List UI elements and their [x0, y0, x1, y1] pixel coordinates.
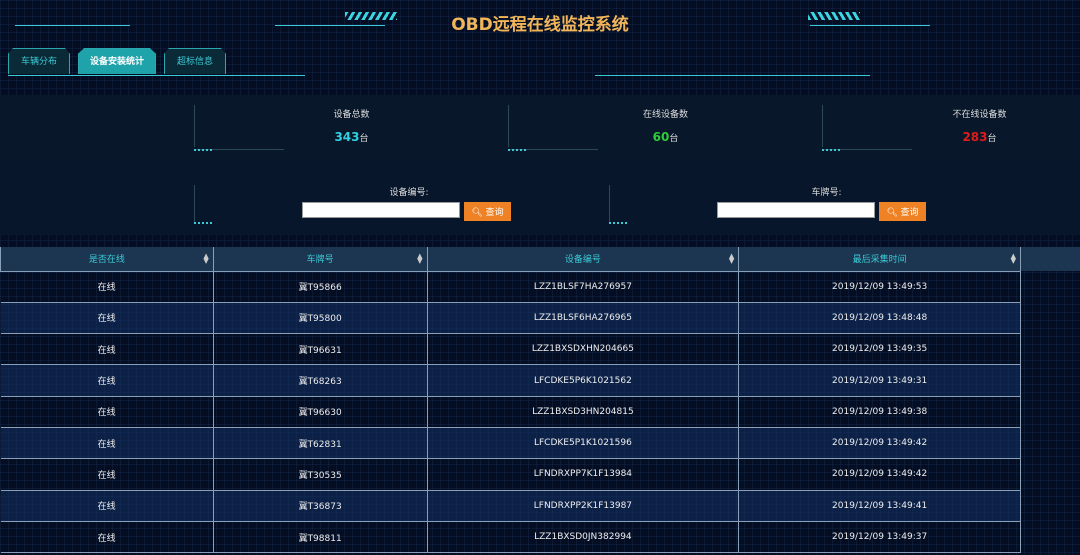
search-panel: 设备编号: 🔍︎ 查询 车牌号: 🔍︎ 查询	[0, 160, 1080, 235]
plate-search-button[interactable]: 🔍︎ 查询	[879, 202, 926, 221]
online-status-cell: 在线	[0, 520, 214, 554]
online-status-cell: 在线	[0, 333, 214, 366]
device-number-cell: LFCDKE5P1K1021596	[427, 426, 740, 460]
device-search-button[interactable]: 🔍︎ 查询	[464, 202, 511, 221]
plate-number-cell: 冀T96631	[213, 333, 428, 366]
last-collect-time-cell: 2019/12/09 13:49:35	[738, 333, 1021, 366]
stat-total-devices: 设备总数 343台	[194, 95, 509, 160]
tab-device-install-stats[interactable]: 设备安装统计	[78, 48, 156, 74]
stat-offline-devices: 不在线设备数 283台	[822, 95, 1080, 160]
stat-value: 343	[334, 130, 360, 144]
online-status-cell: 在线	[0, 395, 214, 428]
plate-number-input[interactable]	[717, 202, 875, 218]
device-number-cell: LFCDKE5P6K1021562	[427, 364, 740, 397]
online-status-cell: 在线	[0, 458, 214, 491]
sort-icon[interactable]: ▲ ▼	[417, 252, 423, 265]
tab-bar: 车辆分布 设备安装统计 超标信息	[8, 48, 226, 74]
plate-number-label: 车牌号:	[811, 188, 842, 198]
search-icon: 🔍︎	[471, 207, 483, 217]
plate-number-cell: 冀T36873	[213, 489, 428, 522]
stat-value: 283	[962, 130, 988, 144]
device-number-cell: LZZ1BLSF6HA276965	[427, 301, 740, 335]
column-header-label: 车牌号	[306, 255, 334, 266]
stat-label: 设备总数	[333, 110, 370, 120]
table-row[interactable]: 在线 冀T95800 LZZ1BLSF6HA276965 2019/12/09 13:…	[0, 301, 1021, 335]
plate-number-cell: 冀T62831	[213, 426, 428, 460]
last-collect-time-cell: 2019/12/09 13:49:38	[738, 395, 1021, 428]
stat-unit: 台	[359, 134, 369, 144]
column-header[interactable]: 车牌号 ▲ ▼	[212, 247, 428, 272]
table-row[interactable]: 在线 冀T30535 LFNDRXPP7K1F13984 2019/12/09 13:…	[0, 458, 1021, 491]
online-status-cell: 在线	[0, 301, 214, 335]
sort-icon[interactable]: ▲ ▼	[728, 252, 735, 265]
plate-number-cell: 冀T95800	[213, 301, 428, 335]
online-status-cell: 在线	[0, 270, 214, 303]
last-collect-time-cell: 2019/12/09 13:49:53	[738, 270, 1021, 303]
deco-line	[15, 25, 130, 26]
stats-panel: 设备总数 343台 在线设备数 60台 不在线设备数 283台	[0, 95, 1080, 160]
device-number-cell: LFNDRXPP7K1F13984	[427, 458, 740, 491]
stat-online-devices: 在线设备数 60台	[508, 95, 823, 160]
device-table: 是否在线 ▲ ▼ 车牌号 ▲ ▼ 设备编号 ▲ ▼ 最后采集时间 ▲ ▼ 在线 冀T95866 LZZ1B…	[0, 247, 1021, 554]
plate-number-cell: 冀T30535	[213, 458, 428, 491]
column-header[interactable]: 是否在线 ▲ ▼	[0, 247, 214, 272]
sort-icon[interactable]: ▲ ▼	[203, 252, 209, 265]
plate-number-cell: 冀T96630	[213, 395, 428, 428]
last-collect-time-cell: 2019/12/09 13:49:37	[738, 520, 1021, 554]
column-header-label: 最后采集时间	[852, 255, 907, 266]
device-number-search: 设备编号: 🔍︎ 查询	[194, 160, 634, 235]
table-row[interactable]: 在线 冀T36873 LFNDRXPP2K1F13987 2019/12/09 13:…	[0, 489, 1021, 522]
tab-vehicle-distribution[interactable]: 车辆分布	[8, 48, 70, 74]
stat-unit: 台	[987, 134, 997, 144]
deco-stripes	[808, 12, 860, 20]
column-header-label: 是否在线	[88, 255, 125, 266]
stat-value: 60	[652, 130, 670, 144]
last-collect-time-cell: 2019/12/09 13:49:42	[738, 426, 1021, 460]
plate-number-cell: 冀T98811	[213, 520, 428, 554]
column-header[interactable]: 设备编号 ▲ ▼	[426, 247, 740, 272]
page-title: OBD远程在线监控系统	[451, 15, 629, 35]
column-header[interactable]: 最后采集时间 ▲ ▼	[738, 247, 1021, 272]
table-row[interactable]: 在线 冀T96630 LZZ1BXSD3HN204815 2019/12/09 13:…	[0, 395, 1021, 428]
deco-line	[810, 25, 930, 26]
stat-label: 在线设备数	[642, 110, 688, 120]
table-row[interactable]: 在线 冀T68263 LFCDKE5P6K1021562 2019/12/09 13:…	[0, 364, 1021, 397]
table-row[interactable]: 在线 冀T95866 LZZ1BLSF7HA276957 2019/12/09 13:…	[0, 270, 1021, 303]
device-number-label: 设备编号:	[389, 188, 429, 198]
device-number-input[interactable]	[302, 202, 460, 218]
device-number-cell: LZZ1BXSD0JN382994	[427, 520, 740, 554]
table-row[interactable]: 在线 冀T62831 LFCDKE5P1K1021596 2019/12/09 13:…	[0, 426, 1021, 460]
tabs-baseline	[8, 75, 305, 76]
last-collect-time-cell: 2019/12/09 13:49:31	[738, 364, 1021, 397]
tab-exceed-info[interactable]: 超标信息	[164, 48, 226, 74]
plate-number-cell: 冀T95866	[213, 270, 428, 303]
column-header-label: 设备编号	[564, 255, 601, 266]
table-header-filler	[1021, 247, 1080, 271]
plate-number-cell: 冀T68263	[213, 364, 428, 397]
device-number-cell: LZZ1BLSF7HA276957	[427, 270, 740, 303]
online-status-cell: 在线	[0, 489, 214, 522]
search-icon: 🔍︎	[886, 207, 898, 217]
stat-label: 不在线设备数	[952, 110, 1007, 120]
deco-stripes	[345, 12, 397, 20]
plate-number-search: 车牌号: 🔍︎ 查询	[609, 160, 1049, 235]
table-row[interactable]: 在线 冀T96631 LZZ1BXSDXHN204665 2019/12/09 13:…	[0, 333, 1021, 366]
last-collect-time-cell: 2019/12/09 13:49:42	[738, 458, 1021, 491]
device-number-cell: LZZ1BXSD3HN204815	[427, 395, 740, 428]
deco-line	[275, 25, 385, 26]
deco-line	[595, 75, 870, 76]
device-number-cell: LZZ1BXSDXHN204665	[427, 333, 740, 366]
sort-icon[interactable]: ▲ ▼	[1010, 252, 1016, 265]
table-row[interactable]: 在线 冀T98811 LZZ1BXSD0JN382994 2019/12/09 13:…	[0, 520, 1021, 554]
stat-unit: 台	[669, 134, 679, 144]
last-collect-time-cell: 2019/12/09 13:49:41	[738, 489, 1021, 522]
last-collect-time-cell: 2019/12/09 13:48:48	[738, 301, 1021, 335]
online-status-cell: 在线	[0, 426, 214, 460]
device-number-cell: LFNDRXPP2K1F13987	[427, 489, 740, 522]
online-status-cell: 在线	[0, 364, 214, 397]
